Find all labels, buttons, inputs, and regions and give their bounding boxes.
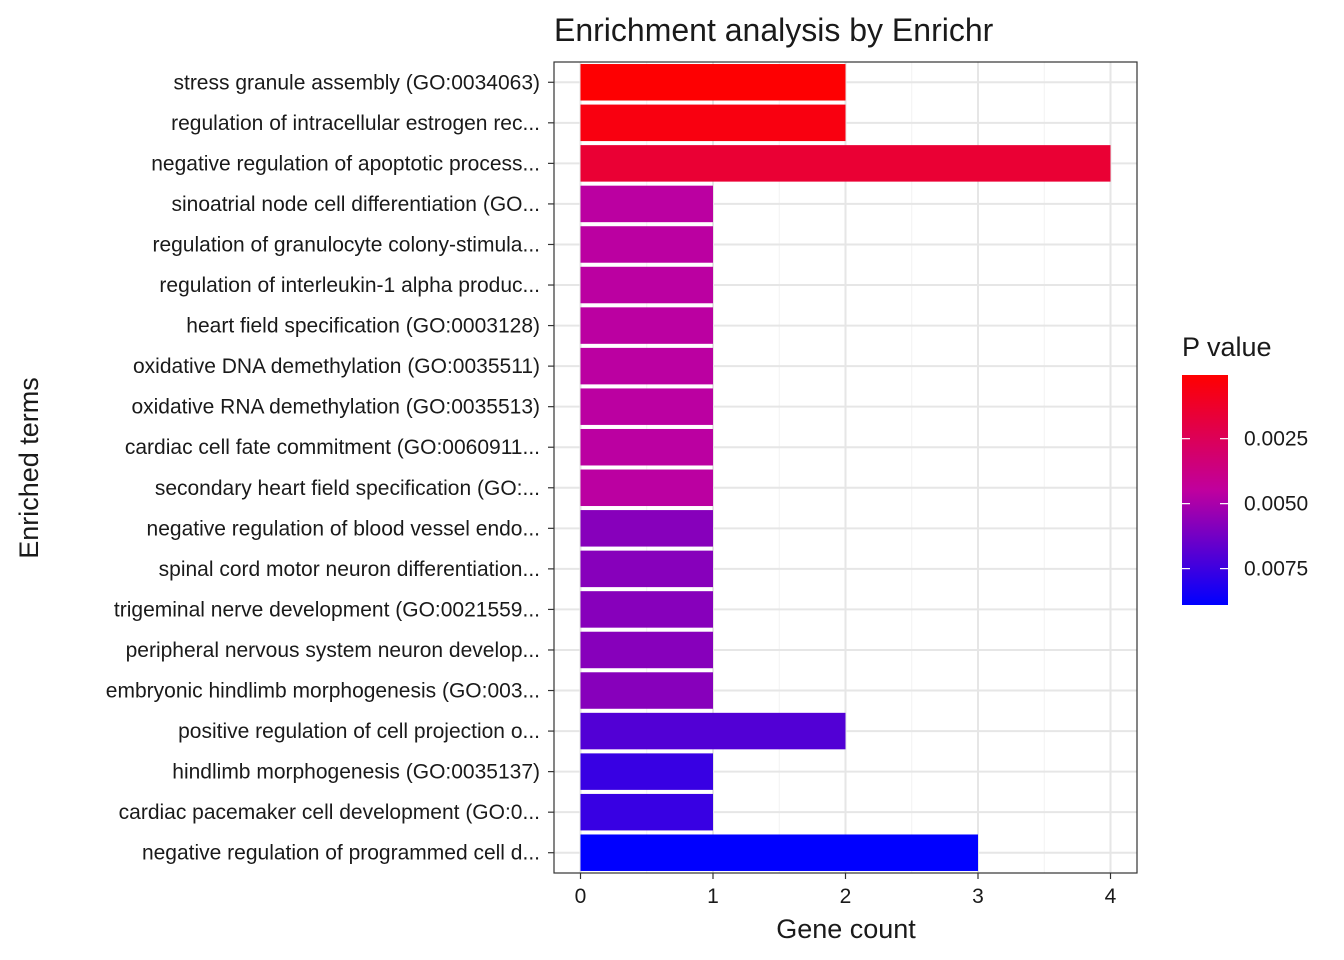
y-tick-label: stress granule assembly (GO:0034063) [173, 71, 540, 94]
y-tick-label: regulation of granulocyte colony-stimula… [152, 233, 540, 256]
y-tick-label: cardiac cell fate commitment (GO:0060911… [125, 436, 540, 459]
bar [580, 793, 713, 831]
bar [580, 672, 713, 709]
bar [580, 510, 713, 547]
y-tick-label: spinal cord motor neuron differentiation… [159, 558, 540, 581]
legend-colorbar [1182, 375, 1228, 605]
y-tick-label: regulation of interleukin-1 alpha produc… [159, 274, 540, 297]
bar [580, 591, 713, 628]
bar [580, 753, 713, 790]
legend-title: P value [1182, 332, 1272, 362]
legend-ticks: 0.0025 0.0050 0.0075 [1182, 428, 1308, 581]
bars [580, 64, 1111, 871]
y-tick-label: hindlimb morphogenesis (GO:0035137) [172, 761, 540, 784]
bar [580, 712, 846, 750]
bar [580, 145, 1111, 182]
x-tick-label: 0 [575, 885, 587, 908]
chart-title: Enrichment analysis by Enrichr [554, 12, 994, 48]
y-axis-labels: stress granule assembly (GO:0034063) regu… [106, 71, 554, 865]
legend-tick-label: 0.0050 [1244, 493, 1308, 516]
legend-tick-label: 0.0025 [1244, 428, 1308, 451]
bar [580, 388, 713, 425]
y-tick-label: peripheral nervous system neuron develop… [126, 639, 540, 662]
bar [580, 185, 713, 223]
y-tick-label: secondary heart field specification (GO:… [155, 477, 540, 500]
bar [580, 631, 713, 669]
y-axis-title: Enriched terms [14, 377, 44, 559]
x-tick-label: 1 [707, 885, 719, 908]
y-tick-label: positive regulation of cell projection o… [178, 720, 540, 743]
grid-lines [554, 62, 1137, 873]
y-tick-label: negative regulation of blood vessel endo… [147, 517, 540, 540]
bar [580, 834, 978, 871]
y-tick-label: oxidative DNA demethylation (GO:0035511) [133, 355, 540, 378]
bar [580, 550, 713, 588]
bar [580, 428, 713, 466]
bar [580, 64, 846, 101]
y-tick-label: sinoatrial node cell differentiation (GO… [172, 193, 540, 216]
bar [580, 104, 846, 142]
x-axis-title: Gene count [776, 914, 916, 944]
y-tick-label: cardiac pacemaker cell development (GO:0… [119, 801, 540, 824]
bar [580, 469, 713, 507]
y-tick-label: embryonic hindlimb morphogenesis (GO:003… [106, 680, 540, 703]
x-tick-label: 3 [972, 885, 984, 908]
y-tick-label: oxidative RNA demethylation (GO:0035513) [131, 396, 540, 419]
bar [580, 307, 713, 344]
bar [580, 226, 713, 263]
bar [580, 266, 713, 304]
x-tick-label: 2 [840, 885, 852, 908]
x-axis-ticks: 0 1 2 3 4 [575, 873, 1117, 908]
legend: P value 0.0025 0.0050 0.0075 [1182, 332, 1308, 605]
x-tick-label: 4 [1105, 885, 1117, 908]
y-tick-label: negative regulation of programmed cell d… [142, 842, 540, 865]
legend-tick-label: 0.0075 [1244, 558, 1308, 581]
y-tick-label: negative regulation of apoptotic process… [151, 152, 540, 175]
y-tick-label: trigeminal nerve development (GO:0021559… [114, 598, 540, 621]
y-tick-label: heart field specification (GO:0003128) [186, 315, 540, 338]
y-tick-label: regulation of intracellular estrogen rec… [171, 112, 540, 135]
bar [580, 347, 713, 385]
